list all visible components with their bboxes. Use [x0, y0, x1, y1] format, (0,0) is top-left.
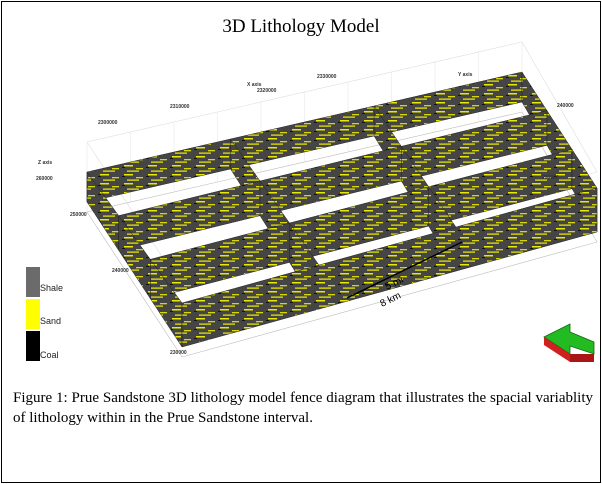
legend: Shale Sand Coal — [26, 267, 63, 361]
legend-swatch — [26, 267, 40, 297]
tick-label: 240000 — [557, 103, 574, 109]
figure: 3D Lithology Model X axis Y axis Z axis … — [1, 1, 601, 483]
legend-swatch — [26, 331, 40, 361]
fences — [87, 72, 597, 347]
axis-label: Z axis — [38, 160, 52, 166]
tick-label: 230000 — [170, 350, 187, 356]
tick-label: 2320000 — [257, 88, 277, 94]
tick-label: 240000 — [112, 268, 129, 274]
legend-label: Coal — [40, 350, 59, 360]
axis-label: Y axis — [458, 72, 473, 78]
legend-swatch — [26, 299, 40, 329]
scale-label: 8 km — [378, 290, 402, 309]
legend-label: Shale — [40, 283, 63, 293]
tick-label: 2330000 — [317, 74, 337, 80]
north-arrow — [544, 324, 594, 362]
fence-diagram: X axis Y axis Z axis 2300000 2310000 232… — [2, 2, 601, 382]
tick-label: 2300000 — [98, 120, 118, 126]
tick-label: 260000 — [36, 176, 53, 182]
figure-caption: Figure 1: Prue Sandstone 3D lithology mo… — [13, 388, 593, 428]
tick-label: 250000 — [70, 212, 87, 218]
tick-label: 2310000 — [170, 104, 190, 110]
legend-label: Sand — [40, 316, 61, 326]
tick-label: 250000 — [542, 175, 559, 181]
